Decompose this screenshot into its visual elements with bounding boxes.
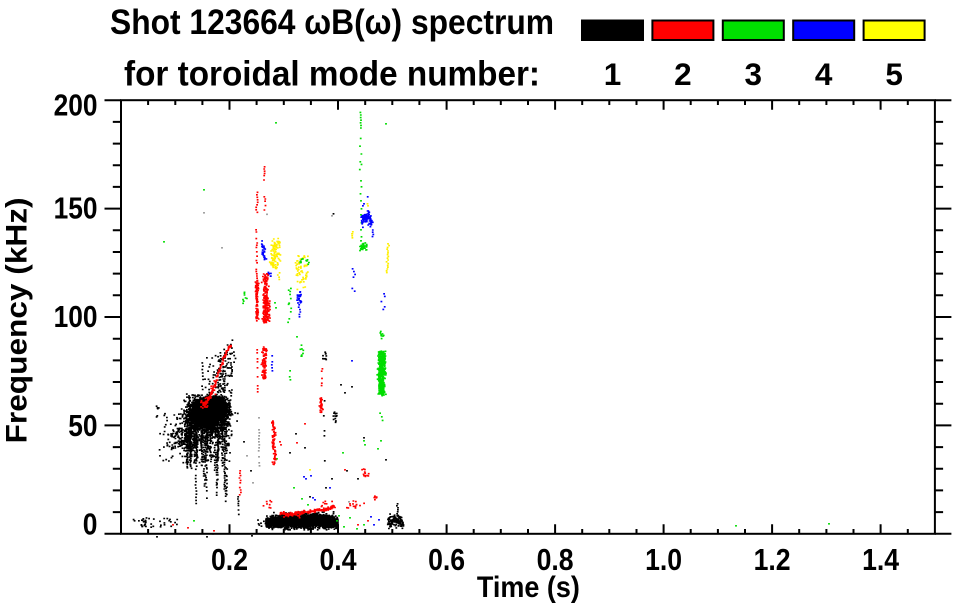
svg-text:2: 2 <box>674 56 692 92</box>
svg-text:50: 50 <box>68 409 97 443</box>
svg-text:Frequency (kHz): Frequency (kHz) <box>1 197 34 443</box>
svg-text:200: 200 <box>54 88 98 122</box>
svg-text:1.2: 1.2 <box>754 543 791 577</box>
svg-text:1: 1 <box>604 56 622 92</box>
svg-text:0: 0 <box>83 508 98 542</box>
svg-text:5: 5 <box>885 56 903 92</box>
svg-text:0.8: 0.8 <box>537 543 574 577</box>
svg-text:3: 3 <box>745 56 763 92</box>
svg-text:100: 100 <box>54 300 98 334</box>
svg-text:150: 150 <box>54 192 98 226</box>
svg-text:0.4: 0.4 <box>320 543 357 577</box>
svg-text:0.2: 0.2 <box>211 543 248 577</box>
svg-text:Time (s): Time (s) <box>477 571 580 604</box>
svg-text:0.6: 0.6 <box>428 543 465 577</box>
svg-text:1.0: 1.0 <box>645 543 682 577</box>
svg-text:4: 4 <box>815 56 833 92</box>
svg-text:Shot 123664 ωB(ω) spectrum: Shot 123664 ωB(ω) spectrum <box>110 3 554 42</box>
svg-text:1.4: 1.4 <box>862 543 899 577</box>
svg-text:for toroidal mode number:: for toroidal mode number: <box>124 55 540 94</box>
